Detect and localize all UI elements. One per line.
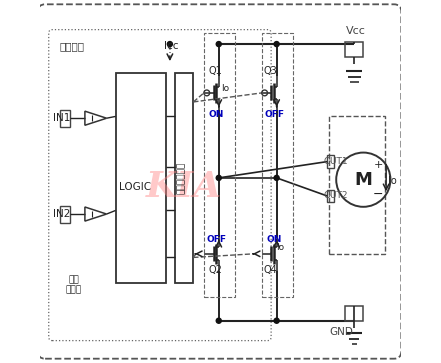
Bar	[345, 42, 363, 57]
Text: Q3: Q3	[263, 66, 277, 76]
Text: Io: Io	[221, 84, 229, 93]
Circle shape	[274, 175, 279, 180]
Text: Vcc: Vcc	[346, 26, 366, 36]
Text: IN1: IN1	[53, 113, 71, 123]
Text: KIA: KIA	[146, 170, 222, 204]
Bar	[327, 190, 334, 203]
Bar	[262, 33, 293, 297]
Text: 小信号部: 小信号部	[60, 41, 85, 51]
Text: M: M	[355, 171, 372, 189]
Text: IN2: IN2	[53, 209, 71, 219]
Text: Q2: Q2	[209, 265, 223, 275]
Text: Q1: Q1	[209, 66, 223, 76]
Bar	[329, 117, 385, 254]
Bar	[204, 33, 235, 297]
Text: OFF: OFF	[206, 235, 226, 244]
Circle shape	[167, 41, 172, 46]
Bar	[327, 155, 334, 168]
Text: Q4: Q4	[263, 265, 277, 275]
Circle shape	[216, 175, 221, 180]
Bar	[176, 73, 194, 283]
Text: ON: ON	[209, 110, 224, 119]
Text: ON: ON	[266, 235, 282, 244]
Text: OUT1: OUT1	[324, 157, 348, 166]
Bar	[116, 73, 166, 283]
Circle shape	[216, 41, 221, 46]
Text: +: +	[374, 160, 383, 170]
Circle shape	[216, 318, 221, 323]
Text: OUT2: OUT2	[324, 191, 348, 200]
Text: Icc: Icc	[164, 41, 179, 51]
Bar	[60, 206, 70, 223]
Bar	[345, 306, 363, 321]
Circle shape	[274, 318, 279, 323]
Circle shape	[274, 41, 279, 46]
Text: Io: Io	[277, 243, 285, 252]
Text: LOGIC: LOGIC	[119, 182, 151, 192]
Text: GND: GND	[330, 327, 354, 337]
Bar	[60, 110, 70, 127]
Text: −: −	[373, 188, 384, 201]
Text: 防止同时导通: 防止同时导通	[177, 162, 186, 194]
Text: Io: Io	[388, 176, 396, 187]
Text: OFF: OFF	[264, 110, 284, 119]
Text: 磁滞
缓冲器: 磁滞 缓冲器	[66, 275, 82, 294]
